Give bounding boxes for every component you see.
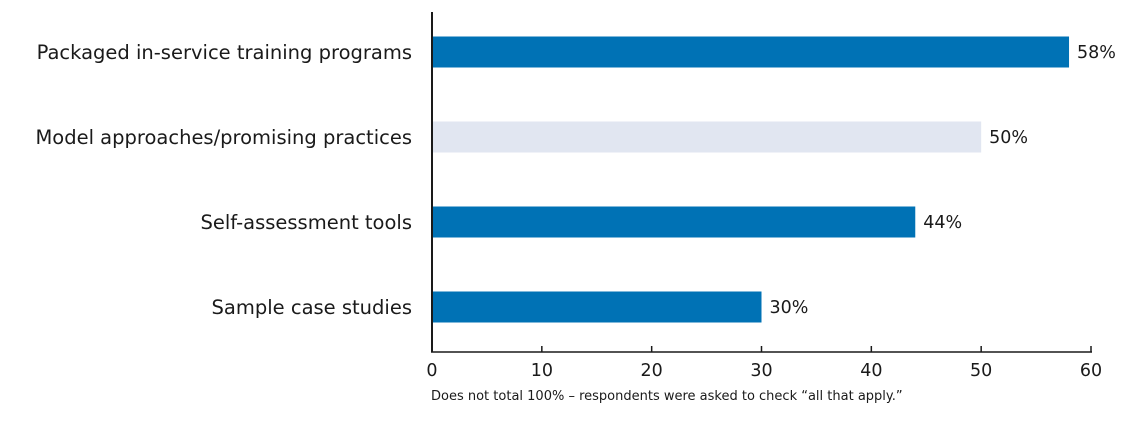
x-tick-label-20: 20	[641, 361, 663, 380]
category-label-2: Model approaches/promising practices	[35, 126, 412, 149]
value-label-2: 50%	[989, 128, 1028, 148]
x-ticks-group: 0 10 20 30 40 50 60	[426, 346, 1102, 380]
x-tick-label-40: 40	[860, 361, 882, 380]
category-label-4: Sample case studies	[212, 296, 412, 319]
bar-4	[432, 291, 762, 323]
value-label-4: 30%	[770, 298, 809, 318]
bar-2	[432, 121, 982, 153]
x-tick-label-60: 60	[1080, 361, 1102, 380]
value-label-1: 58%	[1077, 43, 1116, 63]
bar-1	[432, 36, 1070, 68]
value-labels-group: 58% 50% 44% 30%	[770, 43, 1116, 318]
category-labels-group: Packaged in-service training programs Mod…	[35, 41, 412, 319]
x-tick-label-50: 50	[970, 361, 992, 380]
value-label-3: 44%	[923, 213, 962, 233]
category-label-3: Self-assessment tools	[201, 211, 413, 234]
category-label-1: Packaged in-service training programs	[37, 41, 412, 64]
x-tick-label-0: 0	[426, 361, 437, 380]
x-tick-label-30: 30	[750, 361, 772, 380]
bars-group	[432, 36, 1070, 323]
x-tick-label-10: 10	[531, 361, 553, 380]
bar-chart: Packaged in-service training programs Mod…	[35, 12, 1116, 380]
footnote: Does not total 100% – respondents were a…	[431, 389, 903, 404]
bar-3	[432, 206, 916, 238]
